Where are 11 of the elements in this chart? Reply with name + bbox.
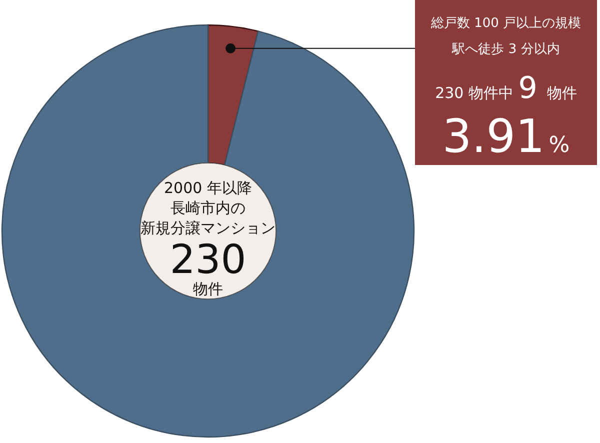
annotation: 2000 年以降 bbox=[164, 179, 252, 197]
annotation: 物件 bbox=[193, 280, 223, 298]
annotation: 駅へ徒歩 3 分以内 bbox=[452, 42, 560, 57]
annotation: 230 bbox=[170, 237, 246, 283]
annotation: 総戸数 100 戸以上の規模 bbox=[430, 16, 582, 31]
annotation: 長崎市内の bbox=[170, 199, 246, 217]
annotation: 230 物件中 bbox=[435, 84, 514, 102]
annotation: 9 bbox=[518, 71, 538, 106]
annotation: 3.91% bbox=[442, 109, 570, 163]
annotation: 新規分譲マンション bbox=[140, 219, 276, 237]
annotation: 物件 bbox=[546, 84, 577, 102]
